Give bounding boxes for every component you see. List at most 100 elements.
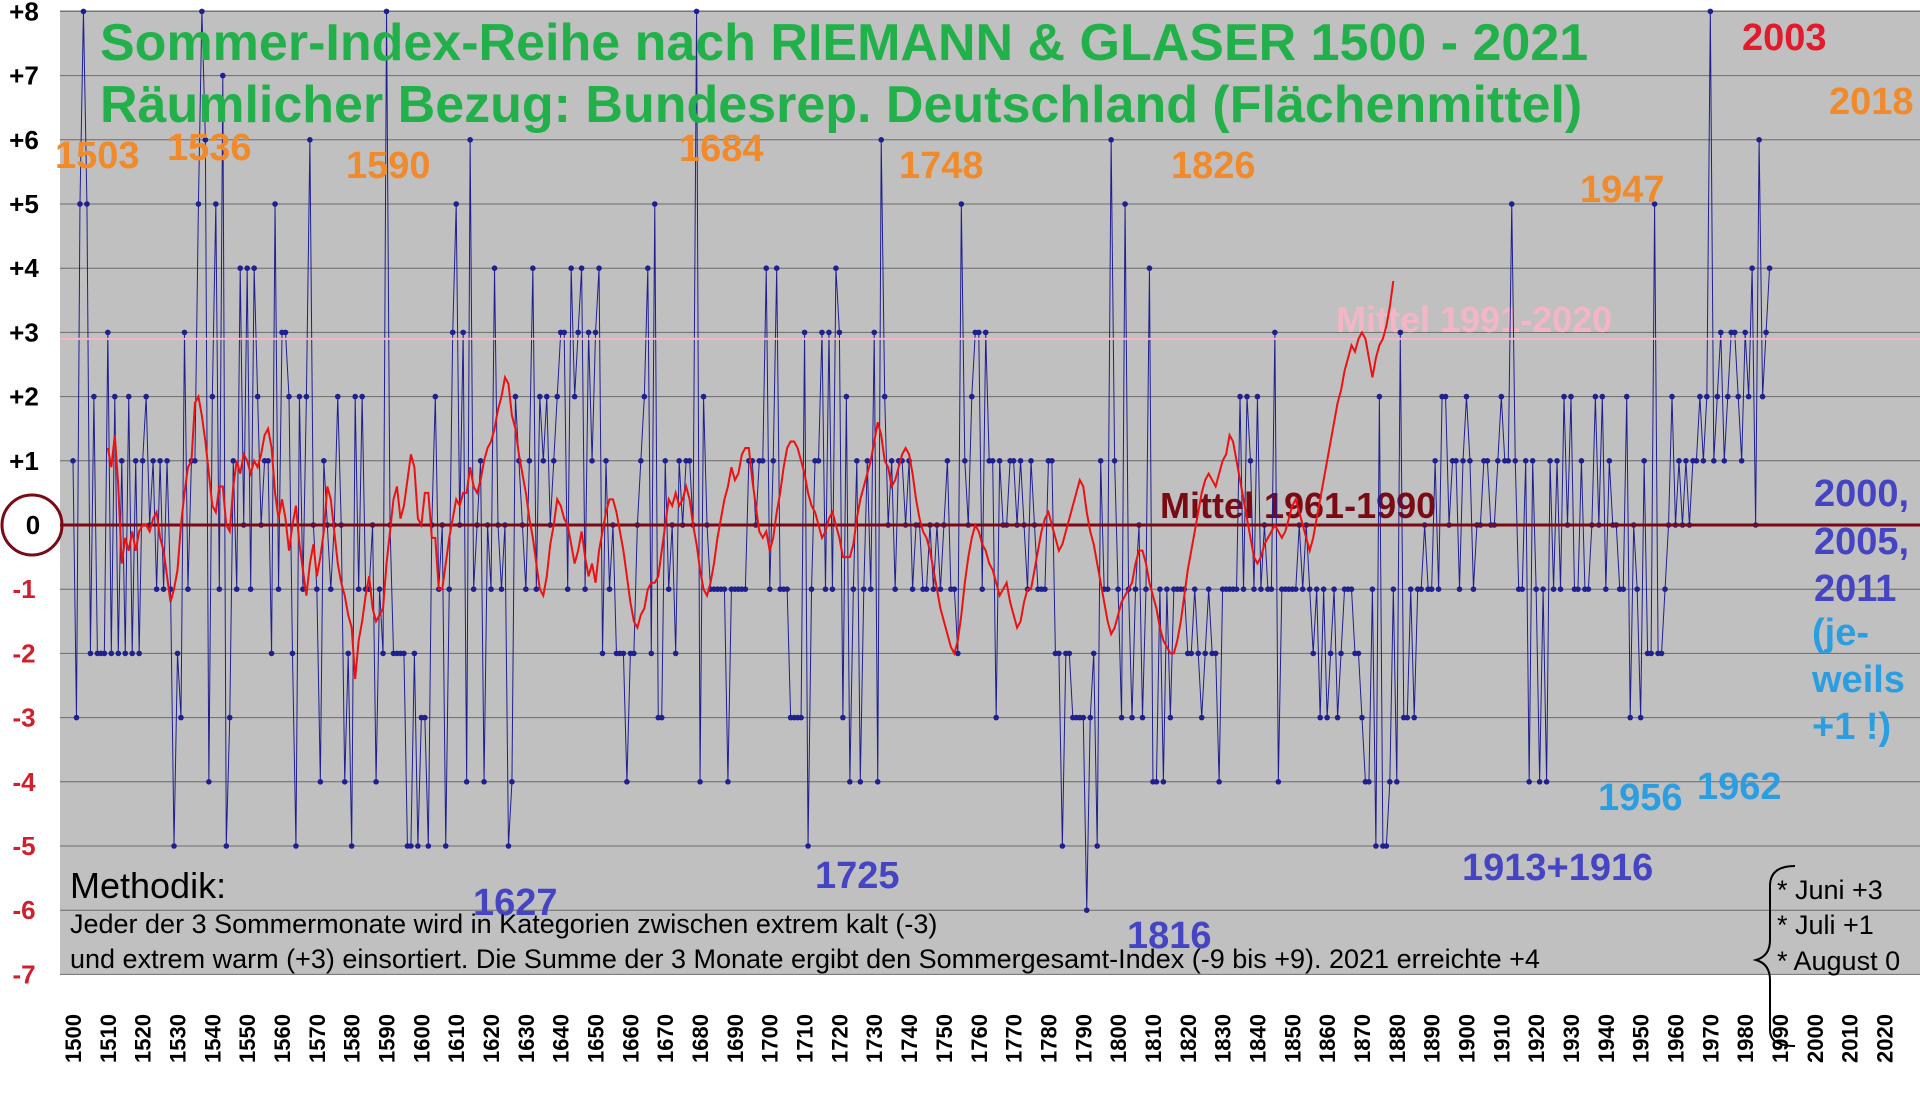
data-point: [1484, 458, 1491, 464]
data-point: [101, 650, 108, 657]
data-point: [1641, 458, 1647, 464]
data-point: [1292, 586, 1299, 592]
data-point: [115, 650, 122, 657]
data-point: [1097, 458, 1104, 464]
data-point: [1327, 650, 1334, 657]
data-point: [798, 714, 804, 721]
x-tick-label: 1930: [1559, 1014, 1584, 1063]
data-point: [317, 779, 324, 785]
data-point: [209, 393, 216, 400]
data-point: [1306, 586, 1313, 592]
data-point: [759, 458, 766, 464]
data-point: [801, 329, 808, 336]
data-point: [1561, 393, 1567, 400]
data-point: [693, 8, 700, 15]
data-point: [286, 393, 292, 400]
data-point: [1212, 650, 1219, 657]
data-point: [1533, 586, 1539, 592]
data-point: [979, 586, 986, 592]
data-point: [1669, 393, 1675, 400]
data-point: [348, 843, 355, 849]
data-point: [1724, 393, 1731, 400]
x-tick-label: 1610: [444, 1014, 469, 1063]
data-point: [676, 458, 682, 464]
plot-area: [60, 10, 1920, 974]
y-tick-label: +3: [9, 317, 39, 347]
data-point: [216, 586, 223, 592]
data-point: [1164, 586, 1170, 592]
x-tick-label: 1500: [61, 1014, 86, 1063]
data-point: [1529, 458, 1536, 464]
data-point: [293, 843, 299, 849]
data-point: [641, 393, 648, 400]
data-point: [665, 586, 672, 592]
data-point: [1707, 8, 1714, 15]
data-point: [230, 458, 237, 464]
year-annotation: 1956: [1598, 777, 1683, 819]
y-tick-label: -3: [12, 703, 35, 733]
x-tick-label: 1790: [1071, 1014, 1096, 1063]
data-point: [1317, 714, 1323, 721]
data-point: [1132, 586, 1139, 592]
data-point: [80, 8, 87, 15]
x-tick-label: 1700: [758, 1014, 783, 1063]
data-point: [307, 137, 313, 143]
data-point: [401, 650, 407, 657]
data-point: [1153, 779, 1160, 785]
data-point: [1404, 714, 1411, 721]
x-tick-label: 2000: [1803, 1014, 1828, 1063]
right-note-line: 2005,: [1814, 521, 1909, 563]
data-point: [554, 393, 561, 400]
data-point: [1495, 458, 1501, 464]
methodik-line: Jeder der 3 Sommermonate wird in Kategor…: [70, 909, 937, 939]
data-point: [383, 8, 390, 15]
data-point: [282, 329, 289, 336]
months-2021: * Juni +3 * Juli +1 * August 0: [1752, 865, 1900, 1047]
data-point: [1129, 714, 1135, 721]
data-point: [968, 393, 975, 400]
data-point: [1508, 201, 1515, 207]
data-point: [199, 8, 205, 15]
methodik-box: Methodik: Jeder der 3 Sommermonate wird …: [70, 865, 1540, 974]
data-point: [1547, 458, 1553, 464]
data-point: [1122, 201, 1128, 207]
year-annotation: 1627: [473, 882, 558, 924]
data-point: [1042, 586, 1048, 592]
x-tick-label: 1940: [1594, 1014, 1619, 1063]
data-point: [1258, 586, 1264, 592]
x-tick-label: 1550: [235, 1014, 260, 1063]
data-point: [881, 393, 888, 400]
data-point: [1233, 586, 1240, 592]
data-point: [1418, 586, 1424, 592]
data-point: [603, 458, 609, 464]
data-point: [1268, 586, 1275, 592]
data-point: [596, 265, 602, 272]
data-point: [1526, 779, 1532, 785]
data-point: [174, 650, 181, 657]
data-point: [1536, 779, 1543, 785]
x-tick-label: 1980: [1733, 1014, 1758, 1063]
x-tick-label: 1680: [688, 1014, 713, 1063]
data-point: [658, 714, 665, 721]
data-point: [359, 393, 365, 400]
data-point: [1240, 586, 1247, 592]
x-tick-label: 2020: [1873, 1014, 1898, 1063]
year-annotation: 1536: [167, 127, 252, 169]
data-point: [1460, 458, 1466, 464]
data-point: [1585, 586, 1592, 592]
data-point: [477, 458, 484, 464]
data-point: [620, 650, 627, 657]
data-point: [1550, 586, 1557, 592]
y-tick-label: -1: [12, 574, 35, 604]
x-axis-ticks: 1500 1510 1520 1530 1540 1550 1560 1570 1580 1590…: [61, 1014, 1898, 1063]
data-point: [1658, 650, 1665, 657]
data-point: [975, 329, 982, 336]
data-point: [1568, 393, 1574, 400]
data-point: [631, 650, 637, 657]
year-annotation: 1503: [55, 135, 140, 177]
data-point: [202, 137, 209, 143]
data-point: [303, 393, 310, 400]
data-point: [265, 458, 271, 464]
y-tick-label: +4: [9, 253, 39, 283]
x-tick-label: 1900: [1454, 1014, 1479, 1063]
